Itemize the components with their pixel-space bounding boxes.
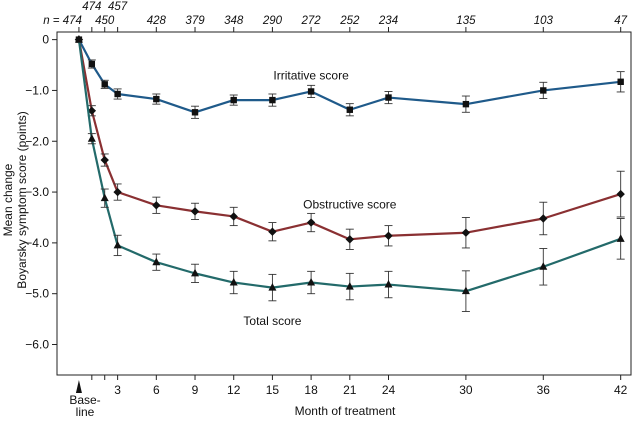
data-point	[540, 87, 547, 94]
series-label: Total score	[243, 314, 301, 328]
data-point	[229, 277, 238, 286]
data-point	[152, 257, 161, 266]
n-label: 103	[534, 15, 554, 27]
data-point	[462, 100, 470, 108]
y-axis-title-line1: Mean change	[1, 163, 15, 236]
data-point	[153, 95, 160, 103]
x-tick-label: 9	[192, 383, 199, 397]
series-irritative-score	[75, 36, 625, 119]
data-point	[269, 96, 276, 104]
data-point	[616, 189, 625, 199]
data-point	[113, 187, 122, 197]
data-point	[616, 234, 625, 242]
data-point	[87, 134, 96, 142]
x-axis-title: Month of treatment	[295, 404, 396, 418]
data-point	[230, 96, 237, 104]
series-line	[77, 39, 621, 114]
series-line	[77, 39, 622, 293]
data-point	[191, 268, 200, 277]
data-point	[307, 88, 315, 95]
n-label: 379	[185, 15, 205, 27]
x-tick-label: 21	[343, 383, 357, 397]
data-point	[345, 235, 355, 244]
data-point	[101, 81, 108, 88]
data-point	[346, 106, 354, 113]
data-point	[385, 94, 392, 101]
n-label: 428	[147, 15, 167, 27]
data-point	[100, 193, 109, 202]
data-point	[268, 227, 277, 236]
data-point	[268, 282, 277, 291]
baseline-arrow	[75, 380, 82, 393]
data-point	[152, 201, 161, 210]
label-group: Irritative score Obstructive score Total s…	[243, 68, 396, 328]
plot-frame	[56, 31, 632, 376]
y-tick-label: −1.0	[25, 83, 49, 97]
data-point	[190, 207, 200, 216]
axis-ticks: 0−1.0−2.0−3.0−4.0−5.0−6.03 6 9 12 15 18 21 24 30…	[25, 1, 627, 397]
n-label: 450	[95, 15, 115, 27]
data-point	[384, 231, 393, 240]
n-label: 272	[301, 15, 322, 27]
series-group	[74, 35, 625, 312]
y-tick-label: −4.0	[25, 236, 49, 250]
y-tick-label: −3.0	[25, 185, 49, 199]
n-label: 135	[456, 15, 476, 27]
data-point	[345, 281, 354, 290]
n-label: 290	[262, 15, 283, 27]
data-point	[461, 286, 470, 295]
data-point	[100, 155, 109, 165]
data-point	[113, 240, 122, 249]
data-point	[539, 214, 548, 223]
baseline-label-line2: line	[76, 405, 95, 419]
series-obstructive-score	[74, 35, 625, 250]
x-tick-label: 12	[227, 383, 241, 397]
x-tick-label: 42	[614, 383, 628, 397]
x-tick-label: 36	[537, 383, 551, 397]
n-label: 252	[339, 15, 360, 27]
x-tick-label: 30	[459, 383, 473, 397]
n-label: n = 474	[43, 15, 82, 27]
series-line	[77, 39, 622, 241]
data-point	[88, 60, 96, 68]
x-tick-label: 3	[114, 383, 121, 397]
y-tick-label: −6.0	[25, 338, 49, 352]
x-tick-label: 18	[304, 383, 318, 397]
series-label: Irritative score	[273, 68, 349, 82]
y-axis-title-line2: Boyarsky symptom score (points)	[15, 111, 29, 288]
n-label: 457	[108, 1, 128, 13]
data-point	[229, 212, 238, 221]
data-point	[461, 228, 471, 237]
data-point	[307, 277, 316, 286]
plot-border	[56, 31, 632, 376]
data-point	[384, 279, 393, 288]
data-point	[114, 90, 121, 98]
n-label: 348	[224, 15, 244, 27]
x-tick-label: 15	[266, 383, 280, 397]
n-label: 474	[82, 1, 101, 13]
data-point	[191, 109, 199, 116]
data-point	[74, 35, 83, 43]
y-tick-label: −5.0	[25, 287, 49, 301]
series-total-score	[74, 35, 625, 312]
data-point	[87, 106, 97, 115]
x-tick-label: 6	[153, 383, 160, 397]
y-tick-label: −2.0	[25, 134, 49, 148]
data-point	[539, 262, 548, 270]
n-label: 234	[378, 15, 398, 27]
data-point	[306, 218, 316, 227]
y-tick-label: 0	[42, 33, 49, 47]
n-label: 47	[614, 15, 627, 27]
series-label: Obstructive score	[303, 197, 397, 211]
x-tick-label: 24	[382, 383, 396, 397]
data-point	[617, 78, 624, 85]
baseline-label-line1: Base-	[69, 393, 100, 407]
